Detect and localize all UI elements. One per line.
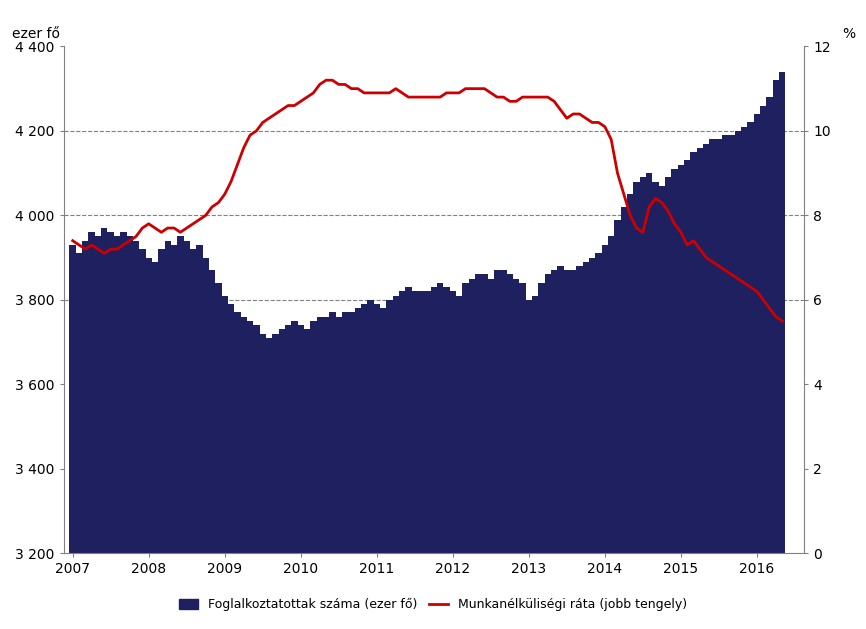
Text: ezer fő: ezer fő	[12, 27, 60, 42]
Legend: Foglalkoztatottak száma (ezer fő), Munkanélküliségi ráta (jobb tengely): Foglalkoztatottak száma (ezer fő), Munka…	[174, 593, 692, 616]
Text: %: %	[843, 27, 856, 42]
